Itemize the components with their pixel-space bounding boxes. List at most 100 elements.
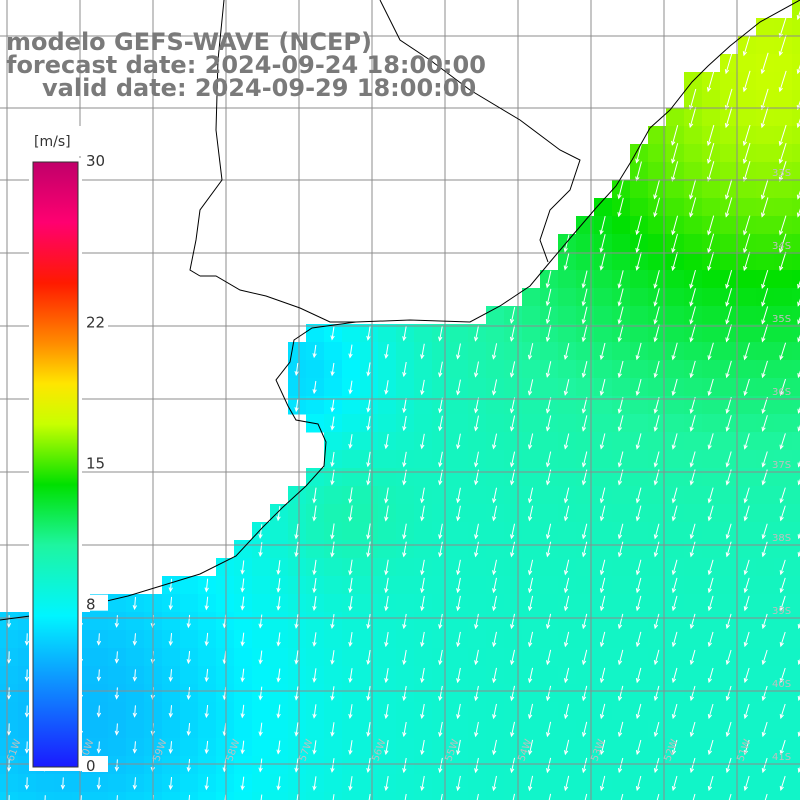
wind-cell xyxy=(648,432,667,451)
wind-arrow xyxy=(528,577,534,594)
wind-cell xyxy=(612,738,631,757)
wind-arrow xyxy=(420,379,425,396)
wind-arrow xyxy=(635,775,642,792)
wind-arrow xyxy=(509,397,516,414)
wind-cell xyxy=(756,378,775,397)
wind-cell xyxy=(468,774,487,793)
wind-cell xyxy=(594,522,613,541)
wind-arrow xyxy=(778,215,787,236)
wind-cell xyxy=(666,306,685,325)
wind-cell xyxy=(702,720,721,739)
wind-cell xyxy=(576,666,595,685)
wind-arrow xyxy=(563,379,570,396)
wind-cell xyxy=(720,504,739,523)
wind-arrow xyxy=(617,685,624,702)
wind-cell xyxy=(540,774,559,793)
wind-arrow xyxy=(779,342,787,361)
wind-arrow xyxy=(725,523,732,540)
wind-arrow xyxy=(258,722,263,737)
wind-cell xyxy=(486,522,505,541)
wind-cell xyxy=(738,180,757,199)
wind-cell xyxy=(126,648,145,667)
wind-arrow xyxy=(617,649,624,666)
wind-arrow xyxy=(258,524,263,540)
wind-cell xyxy=(342,450,361,469)
wind-arrow xyxy=(384,703,389,720)
wind-cell xyxy=(270,720,289,739)
wind-cell xyxy=(360,702,379,721)
wind-arrow xyxy=(240,776,245,791)
wind-cell xyxy=(468,738,487,757)
wind-arrow xyxy=(743,487,750,504)
wind-cell xyxy=(504,666,523,685)
wind-arrow xyxy=(581,288,588,307)
wind-arrow xyxy=(492,487,498,504)
wind-arrow xyxy=(617,360,624,379)
wind-cell xyxy=(360,504,379,523)
wind-arrow xyxy=(456,379,461,396)
wind-cell xyxy=(234,756,253,775)
wind-arrow xyxy=(114,759,120,772)
wind-cell xyxy=(342,540,361,559)
wind-cell xyxy=(720,144,739,163)
wind-arrow xyxy=(276,632,281,647)
wind-arrow xyxy=(761,360,768,379)
wind-cell xyxy=(396,774,415,793)
wind-arrow xyxy=(760,88,769,111)
wind-cell xyxy=(288,630,307,649)
wind-arrow xyxy=(779,433,786,450)
wind-arrow xyxy=(456,631,461,648)
colorbar-unit: [m/s] xyxy=(34,134,71,150)
wind-arrow xyxy=(258,650,263,665)
wind-arrow xyxy=(743,631,750,648)
wind-arrow xyxy=(742,161,751,182)
wind-arrow xyxy=(761,613,768,630)
wind-arrow xyxy=(456,505,461,522)
wind-cell xyxy=(684,378,703,397)
wind-cell xyxy=(594,756,613,775)
wind-arrow xyxy=(635,342,642,361)
wind-arrow xyxy=(330,416,335,431)
wind-cell xyxy=(162,684,181,703)
wind-arrow xyxy=(348,668,353,683)
wind-arrow xyxy=(491,343,498,360)
wind-arrow xyxy=(599,215,606,235)
wind-arrow xyxy=(294,758,299,773)
wind-arrow xyxy=(617,270,624,289)
wind-arrow xyxy=(509,361,516,378)
wind-arrow xyxy=(546,685,552,702)
wind-cell xyxy=(756,252,775,271)
wind-cell xyxy=(594,324,613,343)
wind-cell xyxy=(558,450,577,469)
wind-arrow xyxy=(420,739,425,756)
wind-cell xyxy=(324,666,343,685)
wind-cell xyxy=(756,126,775,145)
wind-arrow xyxy=(635,252,642,271)
wind-arrow xyxy=(635,595,642,612)
wind-cell xyxy=(342,792,361,800)
wind-cell xyxy=(792,594,800,613)
wind-arrow xyxy=(456,739,461,756)
wind-cell xyxy=(468,504,487,523)
wind-cell xyxy=(540,558,559,577)
wind-cell xyxy=(360,576,379,595)
wind-cell xyxy=(774,612,793,631)
wind-arrow xyxy=(510,685,516,702)
wind-arrow xyxy=(24,705,30,718)
wind-arrow xyxy=(653,649,660,666)
wind-arrow xyxy=(635,739,642,756)
wind-arrow xyxy=(742,142,751,165)
wind-cell xyxy=(792,216,800,235)
wind-arrow xyxy=(186,758,191,773)
wind-cell xyxy=(504,486,523,505)
wind-cell xyxy=(720,342,739,361)
wind-cell xyxy=(198,684,217,703)
wind-arrow xyxy=(563,252,570,271)
wind-arrow xyxy=(168,741,173,754)
colorbar-tick-label: 15 xyxy=(86,455,105,473)
wind-arrow xyxy=(725,649,732,666)
wind-arrow xyxy=(491,379,498,396)
wind-arrow xyxy=(581,649,588,666)
wind-cell xyxy=(576,594,595,613)
wind-cell xyxy=(0,738,19,757)
